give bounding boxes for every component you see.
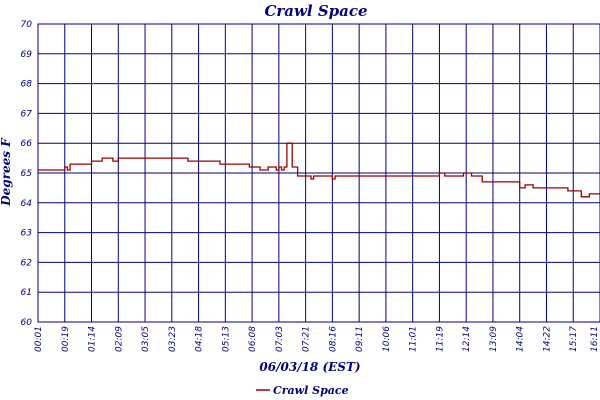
- series-line: [38, 142, 600, 198]
- x-tick-label: 00:19: [61, 326, 71, 352]
- x-tick-label: 06:08: [248, 326, 258, 352]
- y-tick-label: 65: [21, 169, 33, 179]
- x-tick-label: 16:11: [590, 326, 600, 352]
- y-tick-label: 63: [21, 229, 33, 239]
- x-tick-label: 04:18: [195, 326, 205, 352]
- x-tick-label: 14:22: [542, 326, 552, 352]
- chart-title: Crawl Space: [264, 2, 367, 20]
- x-tick-label: 07:03: [275, 326, 285, 352]
- x-tick-label: 01:14: [88, 326, 98, 352]
- x-tick-label: 05:13: [221, 326, 231, 352]
- x-tick-label: 12:14: [462, 326, 472, 352]
- x-tick-label: 03:23: [168, 326, 178, 352]
- plot-border: [37, 23, 600, 323]
- x-tick-label: 07:21: [302, 326, 312, 352]
- y-tick-label: 68: [21, 80, 33, 90]
- y-tick-label: 64: [21, 199, 33, 209]
- y-tick-label: 61: [21, 288, 32, 298]
- x-tick-label: 09:11: [355, 326, 365, 352]
- x-tick-labels: 00:01 00:19 01:14 02:09 03:05 03:23 04:18 05:13…: [34, 326, 600, 352]
- x-tick-label: 11:19: [435, 326, 445, 352]
- x-tick-label: 11:01: [409, 326, 419, 352]
- y-tick-labels: 60 61 62 63 64 65 66 67 68 69 70: [21, 20, 33, 328]
- x-tick-label: 14:04: [516, 326, 526, 352]
- legend-label: Crawl Space: [273, 384, 349, 397]
- x-tick-label: 08:16: [328, 326, 338, 352]
- y-tick-label: 70: [21, 20, 33, 30]
- x-tick-label: 13:09: [489, 326, 499, 352]
- y-tick-label: 66: [21, 139, 33, 149]
- x-tick-label: 10:06: [382, 326, 392, 352]
- x-tick-label: 00:01: [34, 326, 44, 352]
- x-tick-label: 03:05: [141, 326, 151, 352]
- x-tick-label: 15:17: [569, 326, 579, 352]
- y-tick-label: 60: [21, 318, 33, 328]
- y-axis-label: Degrees F: [0, 137, 13, 207]
- grid: [37, 23, 600, 323]
- y-tick-label: 62: [21, 258, 33, 268]
- x-axis-label: 06/03/18 (EST): [259, 360, 360, 374]
- x-tick-label: 02:09: [114, 326, 124, 352]
- y-tick-label: 69: [21, 50, 33, 60]
- series-layer: [38, 142, 600, 198]
- y-tick-label: 67: [21, 109, 33, 119]
- legend: Crawl Space: [256, 384, 349, 397]
